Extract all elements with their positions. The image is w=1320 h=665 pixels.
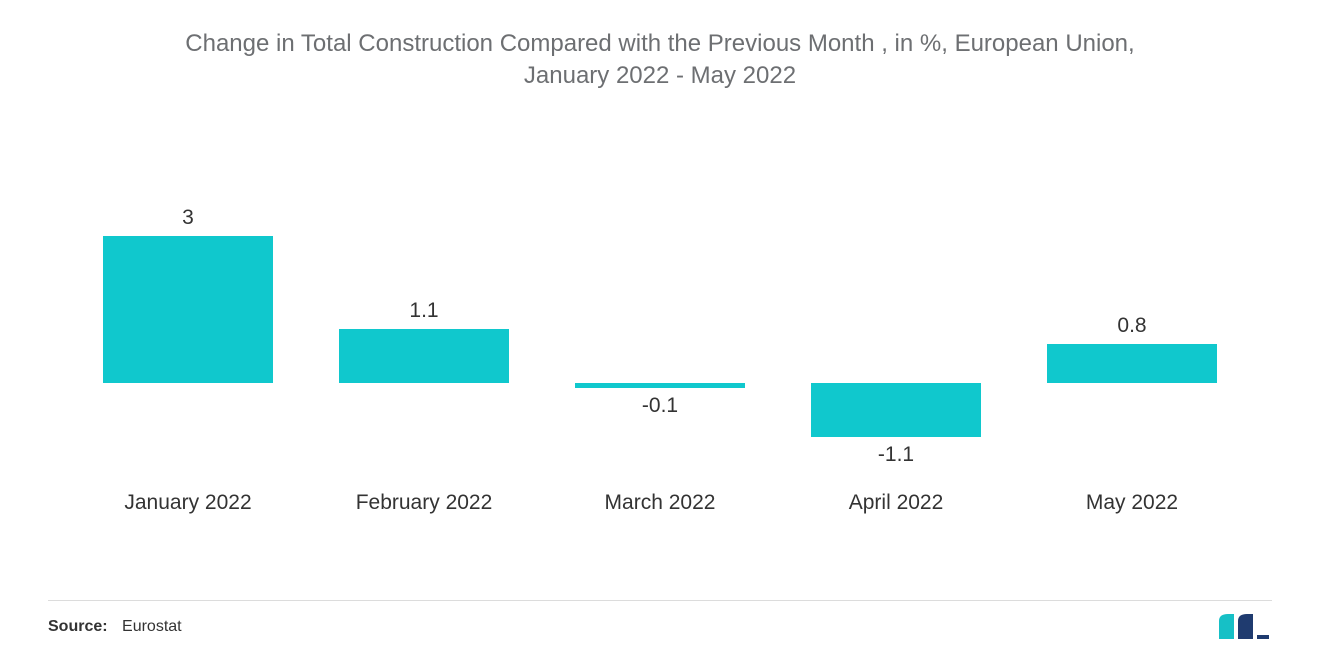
x-axis-label: March 2022 xyxy=(542,491,778,515)
chart-title-line2: January 2022 - May 2022 xyxy=(524,62,796,89)
bar xyxy=(811,383,981,437)
bar-value-label: -1.1 xyxy=(778,443,1014,467)
bar-value-label: 1.1 xyxy=(306,299,542,323)
brand-logo-icon xyxy=(1216,611,1272,643)
bar-value-label: -0.1 xyxy=(542,394,778,418)
chart-title: Change in Total Construction Compared wi… xyxy=(100,28,1220,93)
source-text: Source: Eurostat xyxy=(48,618,182,636)
bar xyxy=(339,329,509,383)
bar xyxy=(575,383,745,388)
chart-footer: Source: Eurostat xyxy=(48,600,1272,643)
bar-value-label: 0.8 xyxy=(1014,314,1250,338)
x-axis-label: January 2022 xyxy=(70,491,306,515)
bar-value-label: 3 xyxy=(70,206,306,230)
x-axis-label: May 2022 xyxy=(1014,491,1250,515)
bar xyxy=(1047,344,1217,383)
chart-container: Change in Total Construction Compared wi… xyxy=(0,0,1320,665)
bar xyxy=(103,236,273,383)
x-axis-label: February 2022 xyxy=(306,491,542,515)
x-axis-label: April 2022 xyxy=(778,491,1014,515)
chart-title-line1: Change in Total Construction Compared wi… xyxy=(185,30,1134,57)
source-value: Eurostat xyxy=(122,618,182,635)
x-axis-labels: January 2022February 2022March 2022April… xyxy=(48,491,1272,515)
source-label: Source: xyxy=(48,618,108,635)
